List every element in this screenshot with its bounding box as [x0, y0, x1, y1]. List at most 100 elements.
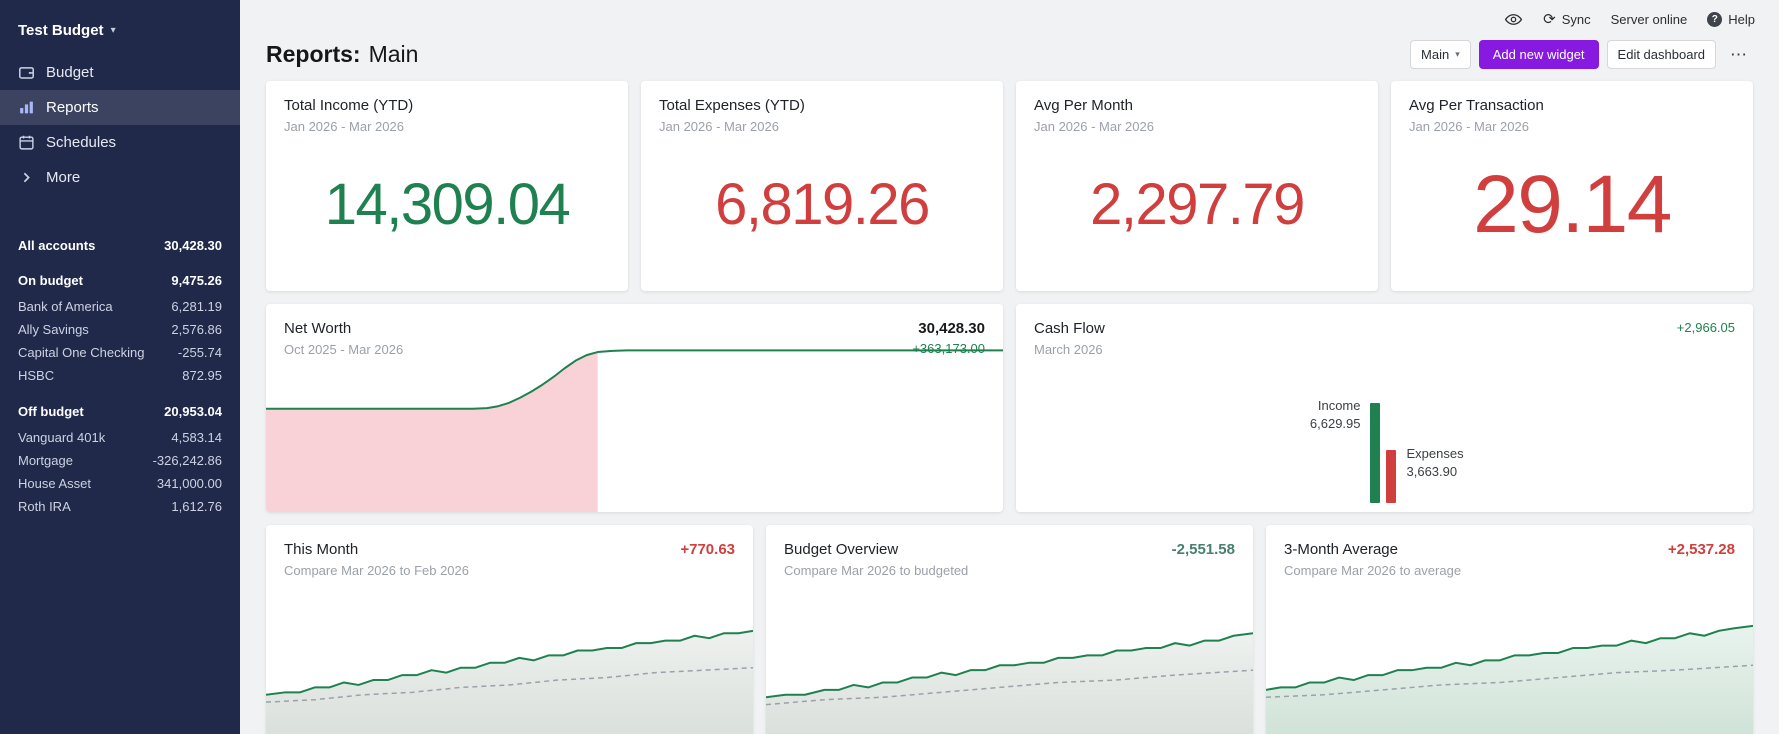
- widget-date-range: Compare Mar 2026 to average: [1284, 563, 1462, 578]
- widget-date-range: Jan 2026 - Mar 2026: [1409, 119, 1529, 134]
- widget-total-expenses[interactable]: Total Expenses (YTD) Jan 2026 - Mar 2026…: [641, 81, 1003, 291]
- sidebar-item-budget[interactable]: Budget: [0, 55, 240, 90]
- cash-flow-change: +2,966.05: [1676, 320, 1735, 335]
- sidebar-item-label: More: [46, 169, 81, 186]
- widget-date-range: Jan 2026 - Mar 2026: [659, 119, 779, 134]
- account-row[interactable]: Roth IRA 1,612.76: [0, 495, 240, 518]
- all-accounts-balance: 30,428.30: [164, 238, 222, 253]
- widget-value: -2,551.58: [1171, 541, 1235, 558]
- widget-value: 2,297.79: [1090, 172, 1305, 237]
- widget-net-worth[interactable]: Net Worth Oct 2025 - Mar 2026 30,428.30 …: [266, 304, 1003, 512]
- sidebar-item-more[interactable]: More: [0, 160, 240, 195]
- help-icon: ?: [1707, 11, 1723, 27]
- more-options-button[interactable]: ⋯: [1724, 43, 1753, 67]
- main-content: ⟳ Sync Server online ? Help Reports: Mai…: [240, 0, 1779, 734]
- widget-value: 6,819.26: [715, 172, 930, 237]
- account-balance: 6,281.19: [171, 299, 222, 314]
- help-button[interactable]: ? Help: [1707, 11, 1755, 27]
- widget-title: 3-Month Average: [1284, 541, 1398, 558]
- account-row[interactable]: Mortgage -326,242.86: [0, 449, 240, 472]
- widget-title: Total Expenses (YTD): [659, 97, 805, 114]
- server-status-label: Server online: [1610, 11, 1688, 27]
- widget-date-range: March 2026: [1034, 342, 1103, 357]
- widget-value: 14,309.04: [324, 172, 571, 237]
- ellipsis-icon: ⋯: [1730, 44, 1747, 64]
- widget-title: This Month: [284, 541, 359, 558]
- account-name: House Asset: [18, 476, 91, 491]
- net-worth-value: 30,428.30: [918, 320, 985, 337]
- sidebar-item-label: Budget: [46, 64, 94, 81]
- widget-budget-overview[interactable]: Budget Overview Compare Mar 2026 to budg…: [766, 525, 1253, 734]
- account-row[interactable]: Capital One Checking -255.74: [0, 341, 240, 364]
- widget-value: +770.63: [680, 541, 735, 558]
- group-label: Off budget: [18, 404, 84, 419]
- sidebar-item-label: Schedules: [46, 134, 117, 151]
- account-name: Vanguard 401k: [18, 430, 106, 445]
- sidebar-item-reports[interactable]: Reports: [0, 90, 240, 125]
- account-name: Capital One Checking: [18, 345, 145, 360]
- account-row[interactable]: Ally Savings 2,576.86: [0, 318, 240, 341]
- caret-down-icon: ▾: [1455, 49, 1460, 59]
- cash-flow-chart: Income 6,629.95 Expenses 3,663.90: [1016, 383, 1753, 503]
- group-label: On budget: [18, 273, 83, 288]
- expense-label: Expenses 3,663.90: [1406, 446, 1464, 479]
- income-label: Income 6,629.95: [1309, 398, 1361, 431]
- widget-this-month[interactable]: This Month Compare Mar 2026 to Feb 2026 …: [266, 525, 753, 734]
- widget-title: Budget Overview: [784, 541, 899, 558]
- account-name: Roth IRA: [18, 499, 71, 514]
- off-budget-group-row[interactable]: Off budget 20,953.04: [0, 401, 240, 422]
- caret-down-icon: ▾: [110, 25, 116, 36]
- page-title-prefix: Reports:: [266, 41, 361, 67]
- widget-date-range: Compare Mar 2026 to Feb 2026: [284, 563, 469, 578]
- sync-button[interactable]: ⟳ Sync: [1543, 12, 1590, 27]
- sidebar-nav: Budget Reports Schedules: [0, 55, 240, 195]
- all-accounts-row[interactable]: All accounts 30,428.30: [0, 235, 240, 256]
- dashboard-controls: Main ▾ Add new widget Edit dashboard ⋯: [1410, 40, 1753, 69]
- account-row[interactable]: Vanguard 401k 4,583.14: [0, 426, 240, 449]
- chevron-right-icon: [18, 169, 35, 186]
- budget-switcher[interactable]: Test Budget ▾: [0, 0, 240, 55]
- account-balance: 1,612.76: [171, 499, 222, 514]
- budget-overview-chart: [766, 589, 1253, 734]
- widget-title: Avg Per Transaction: [1409, 97, 1544, 114]
- sync-label: Sync: [1561, 11, 1591, 27]
- income-value: 6,629.95: [1309, 415, 1361, 431]
- wallet-icon: [18, 64, 35, 81]
- dashboard-selector[interactable]: Main ▾: [1410, 40, 1471, 69]
- calendar-icon: [18, 134, 35, 151]
- account-name: HSBC: [18, 368, 55, 383]
- account-name: Ally Savings: [18, 322, 89, 337]
- server-status-button[interactable]: Server online: [1611, 12, 1688, 27]
- expense-value: 3,663.90: [1406, 463, 1458, 479]
- account-balance: 2,576.86: [171, 322, 222, 337]
- sidebar-item-schedules[interactable]: Schedules: [0, 125, 240, 160]
- on-budget-group-row[interactable]: On budget 9,475.26: [0, 270, 240, 291]
- dashboard-grid: Total Income (YTD) Jan 2026 - Mar 2026 1…: [240, 81, 1779, 734]
- edit-dashboard-button[interactable]: Edit dashboard: [1606, 40, 1716, 69]
- account-row[interactable]: House Asset 341,000.00: [0, 472, 240, 495]
- widget-three-month-average[interactable]: 3-Month Average Compare Mar 2026 to aver…: [1266, 525, 1753, 734]
- widget-value: 29.14: [1473, 158, 1672, 250]
- privacy-toggle-button[interactable]: [1504, 10, 1523, 29]
- top-strip: ⟳ Sync Server online ? Help: [240, 0, 1779, 38]
- account-name: Mortgage: [18, 453, 73, 468]
- add-new-widget-button[interactable]: Add new widget: [1478, 40, 1599, 69]
- eye-icon: [1504, 10, 1523, 29]
- bar-chart-icon: [18, 99, 35, 116]
- expense-bar: [1385, 450, 1396, 503]
- widget-value: +2,537.28: [1667, 541, 1735, 558]
- widget-cash-flow[interactable]: Cash Flow March 2026 +2,966.05 Income 6,…: [1016, 304, 1753, 512]
- widget-date-range: Oct 2025 - Mar 2026: [284, 342, 404, 357]
- account-balance: 872.95: [182, 368, 222, 383]
- sync-icon: ⟳: [1543, 10, 1556, 28]
- net-worth-chart: [266, 340, 1003, 512]
- widget-title: Avg Per Month: [1034, 97, 1133, 114]
- account-row[interactable]: Bank of America 6,281.19: [0, 295, 240, 318]
- account-name: Bank of America: [18, 299, 113, 314]
- widget-avg-per-transaction[interactable]: Avg Per Transaction Jan 2026 - Mar 2026 …: [1391, 81, 1753, 291]
- widget-total-income[interactable]: Total Income (YTD) Jan 2026 - Mar 2026 1…: [266, 81, 628, 291]
- account-row[interactable]: HSBC 872.95: [0, 364, 240, 387]
- widget-avg-per-month[interactable]: Avg Per Month Jan 2026 - Mar 2026 2,297.…: [1016, 81, 1378, 291]
- three-month-average-chart: [1266, 589, 1753, 734]
- account-balance: -326,242.86: [152, 453, 222, 468]
